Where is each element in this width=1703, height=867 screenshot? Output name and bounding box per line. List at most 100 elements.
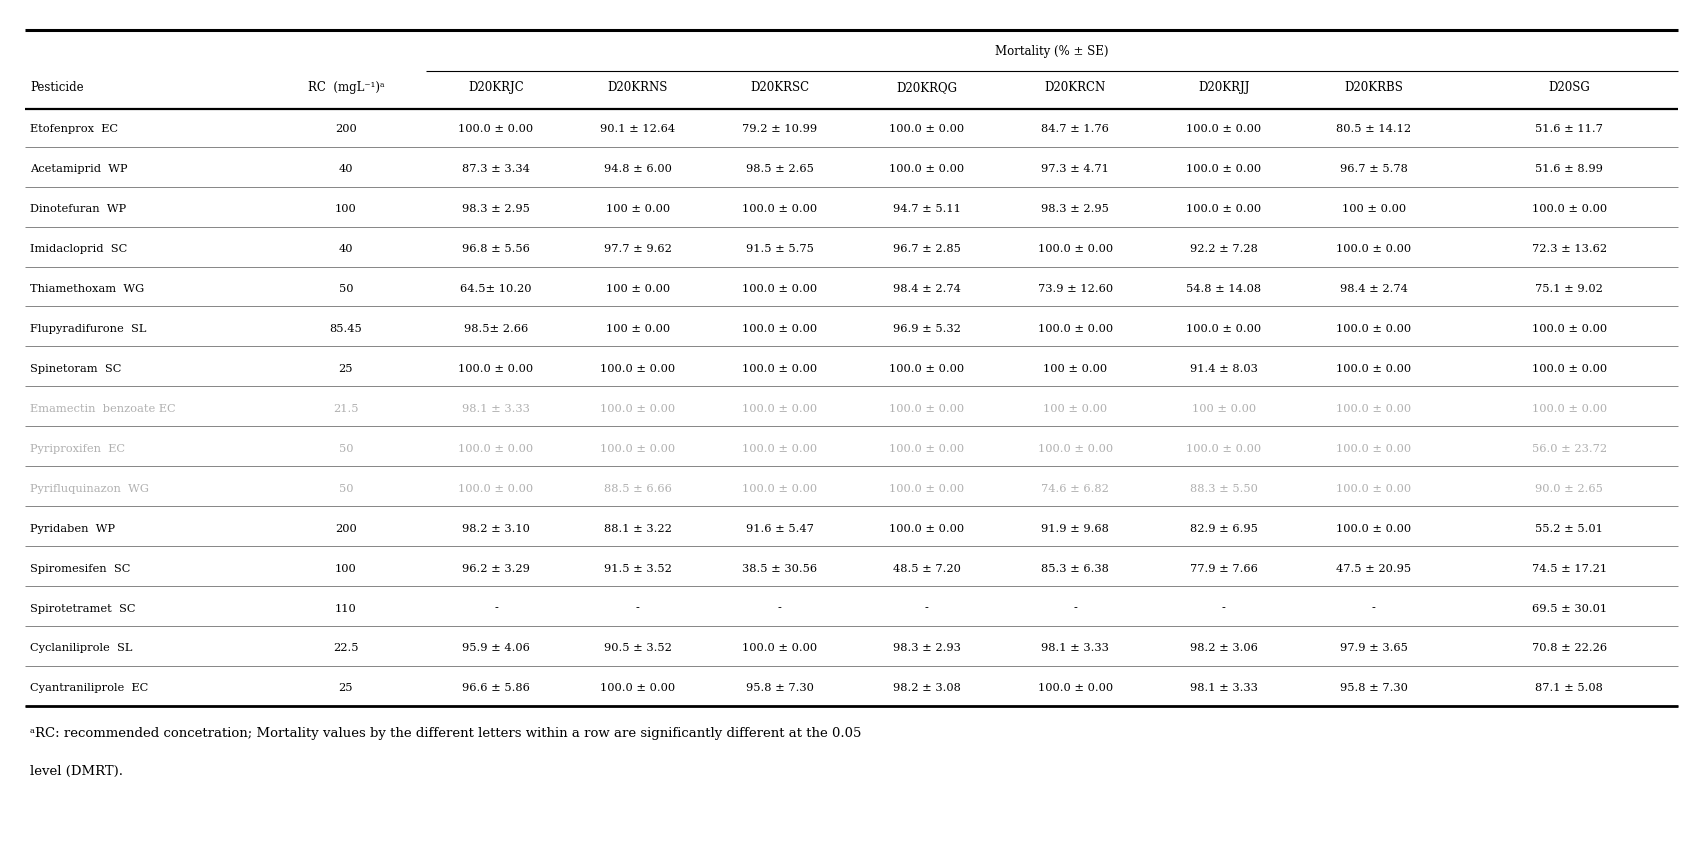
Text: 100.0 ± 0.00: 100.0 ± 0.00 xyxy=(1337,244,1412,254)
Text: Spiromesifen  SC: Spiromesifen SC xyxy=(31,564,131,574)
Text: RC  (mgL⁻¹)ᵃ: RC (mgL⁻¹)ᵃ xyxy=(308,81,385,94)
Text: 100.0 ± 0.00: 100.0 ± 0.00 xyxy=(743,484,817,493)
Text: D20KRJC: D20KRJC xyxy=(468,81,525,94)
Text: D20SG: D20SG xyxy=(1548,81,1591,94)
Text: -: - xyxy=(925,603,928,614)
Text: Pesticide: Pesticide xyxy=(31,81,83,94)
Text: 98.2 ± 3.06: 98.2 ± 3.06 xyxy=(1190,643,1257,654)
Text: 54.8 ± 14.08: 54.8 ± 14.08 xyxy=(1185,284,1262,294)
Text: 110: 110 xyxy=(335,603,356,614)
Text: 100.0 ± 0.00: 100.0 ± 0.00 xyxy=(889,484,964,493)
Text: 100.0 ± 0.00: 100.0 ± 0.00 xyxy=(1337,404,1412,414)
Text: 98.3 ± 2.95: 98.3 ± 2.95 xyxy=(1041,205,1109,214)
Text: 90.0 ± 2.65: 90.0 ± 2.65 xyxy=(1534,484,1603,493)
Text: D20KRBS: D20KRBS xyxy=(1344,81,1403,94)
Text: Dinotefuran  WP: Dinotefuran WP xyxy=(31,205,126,214)
Text: 100.0 ± 0.00: 100.0 ± 0.00 xyxy=(889,364,964,374)
Text: 100.0 ± 0.00: 100.0 ± 0.00 xyxy=(743,404,817,414)
Text: 50: 50 xyxy=(339,284,353,294)
Text: 100.0 ± 0.00: 100.0 ± 0.00 xyxy=(889,524,964,534)
Text: 100.0 ± 0.00: 100.0 ± 0.00 xyxy=(458,484,533,493)
Text: 100.0 ± 0.00: 100.0 ± 0.00 xyxy=(1185,444,1262,453)
Text: Etofenprox  EC: Etofenprox EC xyxy=(31,124,119,134)
Text: 94.8 ± 6.00: 94.8 ± 6.00 xyxy=(605,164,671,174)
Text: 98.4 ± 2.74: 98.4 ± 2.74 xyxy=(1340,284,1408,294)
Text: 96.2 ± 3.29: 96.2 ± 3.29 xyxy=(462,564,530,574)
Text: 100.0 ± 0.00: 100.0 ± 0.00 xyxy=(1531,324,1606,334)
Text: 72.3 ± 13.62: 72.3 ± 13.62 xyxy=(1531,244,1606,254)
Text: -: - xyxy=(1373,603,1376,614)
Text: 79.2 ± 10.99: 79.2 ± 10.99 xyxy=(743,124,817,134)
Text: 100.0 ± 0.00: 100.0 ± 0.00 xyxy=(1037,324,1112,334)
Text: 51.6 ± 11.7: 51.6 ± 11.7 xyxy=(1534,124,1603,134)
Text: 100.0 ± 0.00: 100.0 ± 0.00 xyxy=(1337,524,1412,534)
Text: 100.0 ± 0.00: 100.0 ± 0.00 xyxy=(889,404,964,414)
Text: 85.3 ± 6.38: 85.3 ± 6.38 xyxy=(1041,564,1109,574)
Text: D20KRSC: D20KRSC xyxy=(751,81,809,94)
Text: 95.8 ± 7.30: 95.8 ± 7.30 xyxy=(746,683,814,694)
Text: 100 ± 0.00: 100 ± 0.00 xyxy=(1042,364,1107,374)
Text: 98.1 ± 3.33: 98.1 ± 3.33 xyxy=(462,404,530,414)
Text: 56.0 ± 23.72: 56.0 ± 23.72 xyxy=(1531,444,1606,453)
Text: 98.2 ± 3.08: 98.2 ± 3.08 xyxy=(892,683,960,694)
Text: 100 ± 0.00: 100 ± 0.00 xyxy=(606,284,669,294)
Text: 88.1 ± 3.22: 88.1 ± 3.22 xyxy=(605,524,671,534)
Text: 100.0 ± 0.00: 100.0 ± 0.00 xyxy=(889,164,964,174)
Text: 55.2 ± 5.01: 55.2 ± 5.01 xyxy=(1534,524,1603,534)
Text: 100.0 ± 0.00: 100.0 ± 0.00 xyxy=(1037,244,1112,254)
Text: 98.1 ± 3.33: 98.1 ± 3.33 xyxy=(1190,683,1257,694)
Text: 84.7 ± 1.76: 84.7 ± 1.76 xyxy=(1041,124,1109,134)
Text: 100.0 ± 0.00: 100.0 ± 0.00 xyxy=(1185,205,1262,214)
Text: 70.8 ± 22.26: 70.8 ± 22.26 xyxy=(1531,643,1606,654)
Text: 100.0 ± 0.00: 100.0 ± 0.00 xyxy=(1337,484,1412,493)
Text: 91.4 ± 8.03: 91.4 ± 8.03 xyxy=(1190,364,1257,374)
Text: Cyantraniliprole  EC: Cyantraniliprole EC xyxy=(31,683,148,694)
Text: Spinetoram  SC: Spinetoram SC xyxy=(31,364,121,374)
Text: 94.7 ± 5.11: 94.7 ± 5.11 xyxy=(892,205,960,214)
Text: -: - xyxy=(1221,603,1226,614)
Text: 98.5± 2.66: 98.5± 2.66 xyxy=(463,324,528,334)
Text: 96.6 ± 5.86: 96.6 ± 5.86 xyxy=(462,683,530,694)
Text: Mortality (% ± SE): Mortality (% ± SE) xyxy=(995,45,1109,57)
Text: 51.6 ± 8.99: 51.6 ± 8.99 xyxy=(1534,164,1603,174)
Text: -: - xyxy=(778,603,782,614)
Text: Imidacloprid  SC: Imidacloprid SC xyxy=(31,244,128,254)
Text: 100.0 ± 0.00: 100.0 ± 0.00 xyxy=(743,444,817,453)
Text: 98.1 ± 3.33: 98.1 ± 3.33 xyxy=(1041,643,1109,654)
Text: 100 ± 0.00: 100 ± 0.00 xyxy=(606,324,669,334)
Text: 100.0 ± 0.00: 100.0 ± 0.00 xyxy=(601,364,676,374)
Text: 91.6 ± 5.47: 91.6 ± 5.47 xyxy=(746,524,814,534)
Text: D20KRQG: D20KRQG xyxy=(896,81,957,94)
Text: 77.9 ± 7.66: 77.9 ± 7.66 xyxy=(1190,564,1257,574)
Text: Cyclaniliprole  SL: Cyclaniliprole SL xyxy=(31,643,133,654)
Text: 100.0 ± 0.00: 100.0 ± 0.00 xyxy=(1337,444,1412,453)
Text: D20KRJJ: D20KRJJ xyxy=(1197,81,1250,94)
Text: 100 ± 0.00: 100 ± 0.00 xyxy=(606,205,669,214)
Text: 100.0 ± 0.00: 100.0 ± 0.00 xyxy=(1037,444,1112,453)
Text: 100 ± 0.00: 100 ± 0.00 xyxy=(1042,404,1107,414)
Text: 100.0 ± 0.00: 100.0 ± 0.00 xyxy=(458,444,533,453)
Text: 85.45: 85.45 xyxy=(329,324,363,334)
Text: D20KRCN: D20KRCN xyxy=(1044,81,1105,94)
Text: Thiamethoxam  WG: Thiamethoxam WG xyxy=(31,284,145,294)
Text: 82.9 ± 6.95: 82.9 ± 6.95 xyxy=(1190,524,1257,534)
Text: 22.5: 22.5 xyxy=(334,643,359,654)
Text: 88.5 ± 6.66: 88.5 ± 6.66 xyxy=(605,484,671,493)
Text: 69.5 ± 30.01: 69.5 ± 30.01 xyxy=(1531,603,1606,614)
Text: 100.0 ± 0.00: 100.0 ± 0.00 xyxy=(1185,164,1262,174)
Text: level (DMRT).: level (DMRT). xyxy=(31,766,123,779)
Text: 91.9 ± 9.68: 91.9 ± 9.68 xyxy=(1041,524,1109,534)
Text: 98.2 ± 3.10: 98.2 ± 3.10 xyxy=(462,524,530,534)
Text: 64.5± 10.20: 64.5± 10.20 xyxy=(460,284,531,294)
Text: 95.9 ± 4.06: 95.9 ± 4.06 xyxy=(462,643,530,654)
Text: 100.0 ± 0.00: 100.0 ± 0.00 xyxy=(889,124,964,134)
Text: -: - xyxy=(1073,603,1076,614)
Text: -: - xyxy=(635,603,640,614)
Text: Emamectin  benzoate EC: Emamectin benzoate EC xyxy=(31,404,175,414)
Text: Spirotetramet  SC: Spirotetramet SC xyxy=(31,603,136,614)
Text: 74.6 ± 6.82: 74.6 ± 6.82 xyxy=(1041,484,1109,493)
Text: 98.5 ± 2.65: 98.5 ± 2.65 xyxy=(746,164,814,174)
Text: 100.0 ± 0.00: 100.0 ± 0.00 xyxy=(601,404,676,414)
Text: 100.0 ± 0.00: 100.0 ± 0.00 xyxy=(1185,124,1262,134)
Text: 100.0 ± 0.00: 100.0 ± 0.00 xyxy=(743,364,817,374)
